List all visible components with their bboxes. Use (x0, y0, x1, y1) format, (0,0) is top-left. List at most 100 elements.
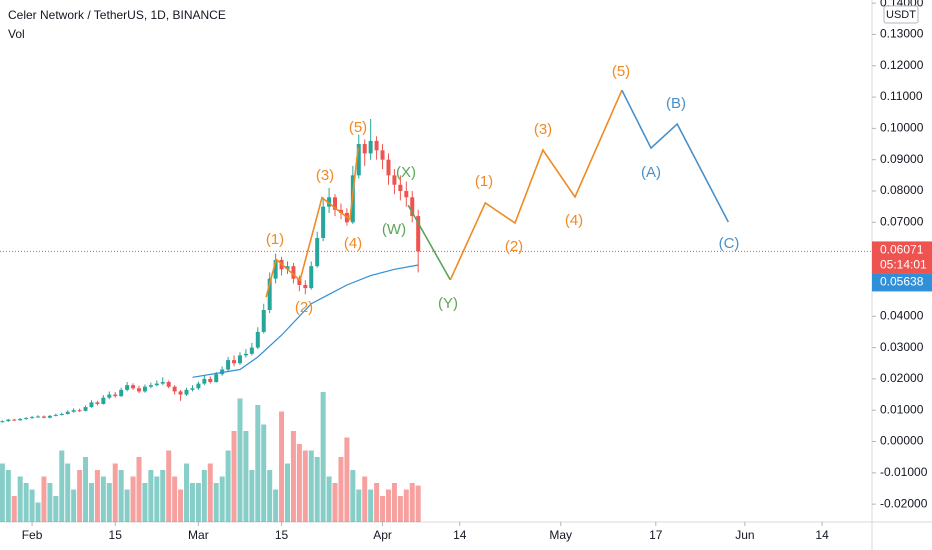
volume-bar (374, 483, 380, 522)
volume-bar (296, 444, 302, 522)
candle-body (392, 175, 397, 185)
volume-bar (219, 476, 225, 522)
volume-bar (100, 476, 106, 522)
volume-bar (142, 483, 148, 522)
volume-bar (124, 489, 130, 522)
x-tick-label: 17 (649, 528, 663, 542)
candle-body (356, 144, 361, 176)
candle-body (113, 394, 118, 397)
volume-bar (356, 489, 362, 522)
candle-body (226, 360, 231, 370)
volume-bar (0, 463, 5, 522)
candle-body (148, 385, 153, 387)
volume-bar (23, 483, 29, 522)
volume-bar (41, 476, 47, 522)
volume-bar (213, 483, 219, 522)
wave-label: (3) (534, 121, 552, 138)
x-tick-label: 14 (453, 528, 467, 542)
wave-label: (4) (565, 212, 583, 229)
volume-bar (391, 483, 397, 522)
candle-body (190, 388, 195, 390)
candle-body (12, 419, 17, 421)
candle-body (77, 410, 82, 412)
x-tick-label: Mar (188, 528, 209, 542)
candle-body (125, 385, 130, 390)
x-tick-label: 15 (275, 528, 289, 542)
candle-body (107, 394, 112, 398)
volume-bar (29, 489, 35, 522)
candle-body (30, 417, 35, 419)
volume-bar (409, 483, 415, 522)
moving-average (192, 264, 419, 378)
volume-bar (255, 405, 261, 522)
candle-body (160, 382, 165, 384)
wave-label: (1) (266, 231, 284, 248)
candle-body (416, 216, 421, 252)
volume-bar (385, 489, 391, 522)
candle-body (410, 197, 415, 217)
volume-bar (88, 483, 94, 522)
wave-label: (W) (382, 221, 406, 238)
volume-bar (11, 496, 17, 522)
volume-bar (59, 450, 65, 522)
volume-bar (397, 496, 403, 522)
candle-body (291, 266, 296, 279)
candle-body (285, 266, 290, 270)
candle-body (71, 410, 76, 412)
volume-bar (332, 483, 338, 522)
volume-bar (237, 398, 243, 522)
candle-body (380, 150, 385, 160)
candle-body (89, 402, 94, 408)
x-tick-label: May (549, 528, 572, 542)
volume-bar (178, 489, 184, 522)
volume-bar (166, 450, 172, 522)
y-tick-label: 0.14000 (880, 0, 924, 9)
candle-body (321, 206, 326, 238)
y-tick-label: 0.00000 (880, 434, 924, 448)
volume-bar (154, 476, 160, 522)
volume-bar (320, 392, 326, 522)
candle-body (368, 140, 373, 154)
volume-bar (261, 424, 267, 522)
candle-body (208, 378, 213, 383)
volume-bar (201, 470, 207, 522)
wave-label: (3) (316, 167, 334, 184)
candle-body (65, 411, 70, 414)
volume-bar (160, 470, 166, 522)
volume-bar (403, 489, 409, 522)
volume-bar (290, 431, 296, 522)
volume-label: Vol (8, 27, 25, 41)
volume-bar (189, 483, 195, 522)
y-tick-label: 0.02000 (880, 371, 924, 385)
volume-bar (231, 431, 237, 522)
volume-bar (136, 457, 142, 522)
candle-body (267, 278, 272, 311)
candle-body (261, 310, 266, 332)
wave-label: (B) (666, 95, 686, 112)
volume-bar (338, 457, 344, 522)
volume-bar (302, 450, 308, 522)
candle-body (172, 386, 177, 392)
volume-bar (130, 476, 136, 522)
candle-body (303, 284, 308, 289)
volume-bar (172, 476, 178, 522)
volume-bar (35, 502, 41, 522)
volume-bar (225, 450, 231, 522)
y-tick-label: 0.10000 (880, 121, 924, 135)
candle-body (24, 418, 29, 420)
y-tick-label: 0.11000 (880, 89, 923, 103)
volume-bar (308, 450, 314, 522)
candle-body (95, 402, 100, 404)
volume-bar (415, 485, 421, 522)
candle-body (131, 385, 136, 389)
wave-line (407, 204, 451, 281)
y-tick-label: 0.09000 (880, 152, 924, 166)
candle-body (243, 353, 248, 356)
volume-bar (106, 483, 112, 522)
candle-body (119, 389, 124, 397)
volume-bar (326, 476, 332, 522)
y-tick-label: 0.08000 (880, 183, 924, 197)
candle-body (53, 414, 58, 416)
